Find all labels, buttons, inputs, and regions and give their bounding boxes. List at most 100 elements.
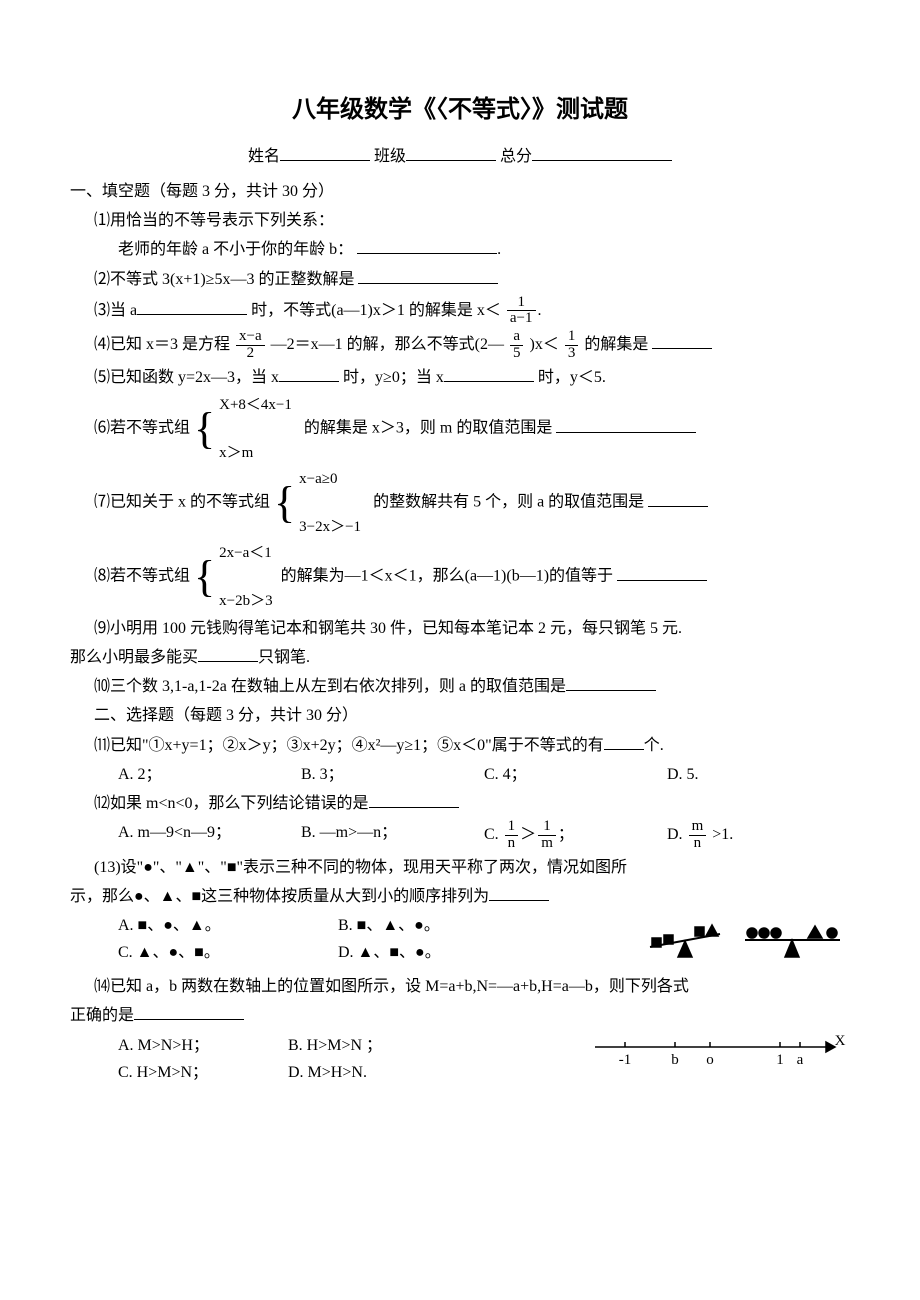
q11-choice-c[interactable]: C. 4；: [484, 761, 667, 788]
q7-brace: { x−a≥03−2x＞−1: [274, 467, 361, 539]
q11-choice-a[interactable]: A. 2；: [118, 761, 301, 788]
frac-1-3: 13: [565, 329, 579, 362]
q11-choice-d[interactable]: D. 5.: [667, 761, 850, 788]
q10-a: ⑽三个数 3,1-a,1-2a 在数轴上从左到右依次排列，则 a 的取值范围是: [94, 678, 566, 695]
q9-c: 只钢笔.: [258, 649, 310, 666]
q4-c: )x＜: [529, 336, 558, 353]
q14-choice-c[interactable]: C. H>M>N；: [118, 1059, 288, 1086]
q7-b2: 3−2x＞−1: [299, 519, 361, 535]
q6-b1: X+8＜4x−1: [219, 397, 292, 413]
svg-text:X: X: [835, 1033, 846, 1049]
q13-blank[interactable]: [489, 884, 549, 901]
section-2-heading: 二、选择题（每题 3 分，共计 30 分）: [94, 702, 850, 729]
q14-line2: 正确的是: [70, 1002, 850, 1029]
q4-b: —2＝x—1 的解，那么不等式(2—: [271, 336, 504, 353]
q12-choice-a[interactable]: A. m—9<n—9；: [118, 819, 301, 852]
q11-choices: A. 2； B. 3； C. 4； D. 5.: [118, 761, 850, 788]
q14-choices-row1: A. M>N>H； B. H>M>N ；: [118, 1032, 590, 1059]
q14-b: 正确的是: [70, 1007, 134, 1024]
q11-b: 个.: [644, 737, 664, 754]
q3-a: ⑶当 a: [94, 302, 137, 319]
q13-line1: (13)设"●"、"▲"、"■"表示三种不同的物体，现用天平称了两次，情况如图所: [94, 854, 850, 881]
q12-choice-b[interactable]: B. —m>—n；: [301, 819, 484, 852]
q4-blank[interactable]: [652, 332, 712, 349]
q13-choice-c[interactable]: C. ▲、●、■。: [118, 939, 338, 966]
q13-choices-row2: C. ▲、●、■。 D. ▲、■、●。: [118, 939, 640, 966]
total-blank[interactable]: [532, 144, 672, 161]
q7-blank[interactable]: [648, 490, 708, 507]
q9-blank[interactable]: [198, 645, 258, 662]
q8-blank[interactable]: [617, 564, 707, 581]
q8-brace: { 2x−a＜1x−2b＞3: [194, 541, 273, 613]
q5-blank1[interactable]: [279, 365, 339, 382]
q2-blank[interactable]: [358, 267, 498, 284]
q5-b: 时，y≥0；当 x: [343, 369, 444, 386]
total-label: 总分: [500, 148, 532, 165]
q11-choice-b[interactable]: B. 3；: [301, 761, 484, 788]
balance-figure: [640, 912, 850, 971]
q9-b: 那么小明最多能买: [70, 649, 198, 666]
q8-b2: x−2b＞3: [219, 593, 272, 609]
q7-a: ⑺已知关于 x 的不等式组: [94, 494, 270, 511]
q1-blank[interactable]: [357, 237, 497, 254]
q12: ⑿如果 m<n<0，那么下列结论错误的是: [94, 790, 850, 817]
q12-choice-d[interactable]: D. mn >1.: [667, 819, 850, 852]
q13-choices-row1: A. ■、●、▲。 B. ■、▲、●。: [118, 912, 640, 939]
q7-b1: x−a≥0: [299, 471, 337, 487]
name-label: 姓名: [248, 148, 280, 165]
section-1-heading: 一、填空题（每题 3 分，共计 30 分）: [70, 178, 850, 205]
frac-xa-2: x−a2: [236, 329, 265, 362]
numberline-figure: -1 b o 1 a X: [590, 1032, 850, 1086]
frac-1-over-a-1: 1a−1: [507, 295, 536, 328]
page-title: 八年级数学《〈不等式〉》测试题: [70, 90, 850, 131]
q14-choice-a[interactable]: A. M>N>H；: [118, 1032, 288, 1059]
q8-b1: 2x−a＜1: [219, 545, 272, 561]
q14-line1: ⒁已知 a，b 两数在数轴上的位置如图所示，设 M=a+b,N=—a+b,H=a…: [94, 973, 850, 1000]
q13-choice-b[interactable]: B. ■、▲、●。: [338, 912, 558, 939]
q12-blank[interactable]: [369, 791, 459, 808]
q14-blank[interactable]: [134, 1003, 244, 1020]
q7: ⑺已知关于 x 的不等式组 { x−a≥03−2x＞−1 的整数解共有 5 个，…: [94, 467, 850, 539]
q6-b2: x＞m: [219, 445, 253, 461]
q13-choice-d[interactable]: D. ▲、■、●。: [338, 939, 558, 966]
q8: ⑻若不等式组 { 2x−a＜1x−2b＞3 的解集为—1＜x＜1，那么(a—1)…: [94, 541, 850, 613]
frac-a-5: a5: [510, 329, 524, 362]
q9-line2: 那么小明最多能买 只钢笔.: [70, 644, 850, 671]
q2-text: ⑵不等式 3(x+1)≥5x—3 的正整数解是: [94, 271, 354, 288]
q12-a: ⑿如果 m<n<0，那么下列结论错误的是: [94, 795, 369, 812]
q10: ⑽三个数 3,1-a,1-2a 在数轴上从左到右依次排列，则 a 的取值范围是: [94, 673, 850, 700]
q5-a: ⑸已知函数 y=2x—3，当 x: [94, 369, 279, 386]
class-blank[interactable]: [406, 144, 496, 161]
q3-b: 时，不等式(a—1)x＞1 的解集是 x＜: [251, 302, 501, 319]
q14-choice-d[interactable]: D. M>H>N.: [288, 1059, 458, 1086]
q1-text: 老师的年龄 a 不小于你的年龄 b：: [118, 241, 353, 258]
q14-choices-row2: C. H>M>N； D. M>H>N.: [118, 1059, 590, 1086]
q11-a: ⑾已知"①x+y=1；②x＞y；③x+2y；④x²—y≥1；⑤x＜0"属于不等式…: [94, 737, 604, 754]
svg-text:o: o: [706, 1052, 714, 1068]
q14-choice-b[interactable]: B. H>M>N ；: [288, 1032, 458, 1059]
q13-choice-a[interactable]: A. ■、●、▲。: [118, 912, 338, 939]
q8-a: ⑻若不等式组: [94, 568, 190, 585]
svg-text:1: 1: [776, 1052, 784, 1068]
q6-brace: { X+8＜4x−1x＞m: [194, 393, 292, 465]
q3-blank[interactable]: [137, 298, 247, 315]
header-line: 姓名 班级 总分: [70, 143, 850, 170]
q4-a: ⑷已知 x＝3 是方程: [94, 336, 230, 353]
q6-blank[interactable]: [556, 416, 696, 433]
q6-b: 的解集是 x＞3，则 m 的取值范围是: [304, 420, 552, 437]
q3: ⑶当 a 时，不等式(a—1)x＞1 的解集是 x＜ 1a−1.: [94, 295, 850, 328]
q12-choice-c[interactable]: C. 1n＞1m；: [484, 819, 667, 852]
q4-d: 的解集是: [584, 336, 648, 353]
q2: ⑵不等式 3(x+1)≥5x—3 的正整数解是: [94, 266, 850, 293]
q11: ⑾已知"①x+y=1；②x＞y；③x+2y；④x²—y≥1；⑤x＜0"属于不等式…: [94, 732, 850, 759]
q1-line2: 老师的年龄 a 不小于你的年龄 b： .: [118, 236, 850, 263]
q5-blank2[interactable]: [444, 365, 534, 382]
q7-b: 的整数解共有 5 个，则 a 的取值范围是: [373, 494, 644, 511]
q4: ⑷已知 x＝3 是方程 x−a2 —2＝x—1 的解，那么不等式(2— a5 )…: [94, 329, 850, 362]
name-blank[interactable]: [280, 144, 370, 161]
q8-b: 的解集为—1＜x＜1，那么(a—1)(b—1)的值等于: [281, 568, 613, 585]
q10-blank[interactable]: [566, 674, 656, 691]
svg-text:-1: -1: [619, 1052, 632, 1068]
q11-blank[interactable]: [604, 733, 644, 750]
q12-choices: A. m—9<n—9； B. —m>—n； C. 1n＞1m； D. mn >1…: [118, 819, 850, 852]
